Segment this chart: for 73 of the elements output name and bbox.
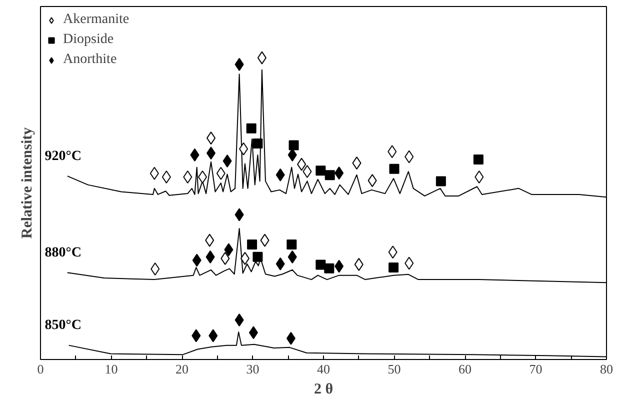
point — [216, 166, 226, 180]
point — [404, 256, 414, 270]
point — [260, 234, 270, 247]
point — [239, 142, 248, 156]
series-label: 920°C — [44, 148, 82, 164]
point — [288, 148, 297, 162]
point — [205, 234, 214, 247]
point — [198, 170, 208, 184]
point — [276, 168, 285, 182]
point — [257, 51, 266, 64]
point — [286, 332, 296, 345]
x-tick-label: 30 — [246, 362, 260, 376]
point — [222, 154, 232, 168]
point — [246, 123, 256, 134]
point — [334, 260, 344, 273]
point — [183, 170, 192, 184]
point — [234, 208, 244, 222]
legend-label: Akermanite — [63, 12, 130, 28]
point — [190, 148, 200, 162]
point — [234, 58, 244, 71]
x-tick-label: 60 — [458, 362, 472, 376]
point — [368, 174, 377, 188]
point — [252, 252, 263, 262]
point — [334, 166, 344, 180]
point — [220, 252, 230, 265]
x-tick-label: 80 — [600, 362, 613, 376]
point — [234, 313, 244, 326]
point — [286, 240, 297, 250]
point — [388, 145, 397, 158]
point — [247, 240, 258, 250]
point — [389, 164, 400, 174]
point — [252, 138, 263, 148]
x-tick-label: 20 — [176, 362, 188, 376]
series-label: 850°C — [44, 318, 82, 334]
legend-label: Anorthite — [63, 52, 117, 68]
point — [354, 258, 364, 271]
x-tick-label: 70 — [529, 362, 542, 376]
point — [404, 150, 414, 164]
legend-label: Diopside — [63, 32, 114, 48]
point — [276, 257, 285, 270]
point — [388, 246, 398, 259]
point — [302, 165, 312, 178]
point — [192, 254, 202, 267]
x-tick-label: 0 — [37, 362, 44, 376]
point — [208, 329, 218, 342]
point — [288, 250, 297, 264]
point — [388, 262, 399, 272]
point — [240, 252, 250, 265]
point — [297, 158, 306, 171]
point — [324, 170, 335, 180]
x-tick-label: 50 — [388, 362, 401, 376]
y-axis-title: Relative intensity — [20, 126, 36, 239]
point — [474, 170, 484, 184]
point — [192, 329, 201, 342]
point — [436, 176, 446, 186]
point — [473, 154, 484, 164]
point — [324, 263, 334, 274]
point — [150, 262, 160, 276]
point — [162, 170, 171, 184]
point — [206, 250, 215, 264]
point — [316, 260, 326, 270]
point — [150, 166, 159, 180]
point — [352, 156, 362, 170]
x-tick-label: 40 — [317, 362, 330, 376]
x-axis-title: 2 θ — [314, 382, 334, 398]
point — [206, 132, 216, 145]
point — [316, 166, 326, 176]
point — [288, 140, 299, 150]
x-tick-label: 10 — [104, 362, 118, 376]
point — [206, 146, 216, 160]
point — [224, 243, 234, 256]
point — [248, 326, 258, 340]
series-label: 880°C — [44, 245, 82, 260]
